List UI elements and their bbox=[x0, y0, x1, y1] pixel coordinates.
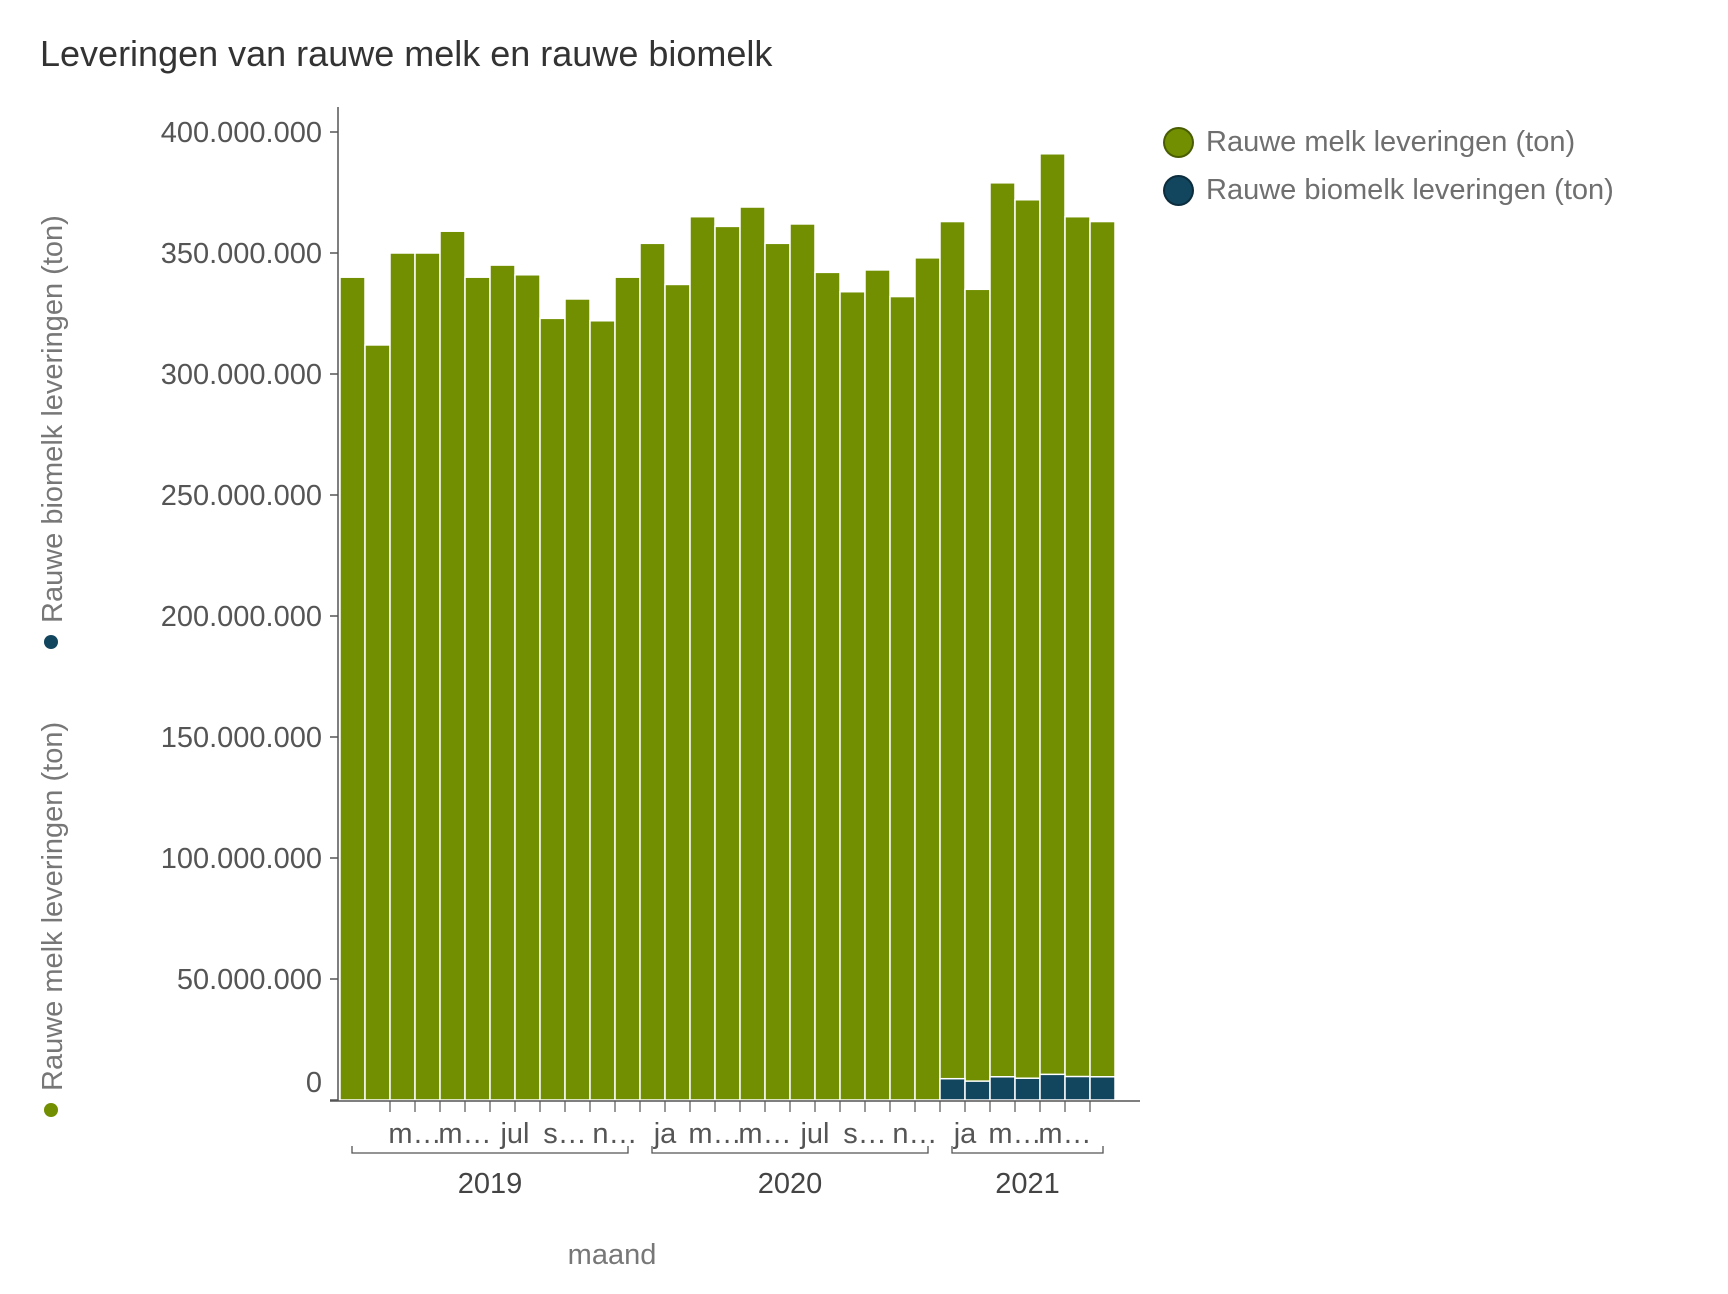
year-bracket bbox=[351, 1146, 629, 1154]
y-title-rauwe-melk: Rauwe melk leveringen (ton) bbox=[37, 722, 69, 1091]
x-month-label: m… bbox=[738, 1118, 791, 1150]
year-label-2020: 2020 bbox=[758, 1168, 823, 1200]
x-month-label: m… bbox=[988, 1118, 1041, 1150]
y-tick-label: 0 bbox=[306, 1067, 322, 1099]
bar-rauwe-melk-2021-06[interactable] bbox=[1064, 215, 1091, 1101]
legend-swatch-rauwe-biomelk bbox=[1163, 174, 1194, 206]
y-tick-label: 350.000.000 bbox=[161, 238, 322, 270]
legend-label-rauwe-melk: Rauwe melk leveringen (ton) bbox=[1206, 125, 1576, 158]
y-tick-label: 250.000.000 bbox=[161, 480, 322, 512]
bar-rauwe-melk-2021-03[interactable] bbox=[989, 182, 1016, 1101]
x-month-label: n… bbox=[892, 1118, 937, 1150]
series-rauwe-biomelk bbox=[939, 1073, 1116, 1101]
x-axis-month-labels: m…m… jul s… n… ja m…m… jul s… n… ja m…m… bbox=[388, 1101, 1092, 1150]
y-tick-label: 300.000.000 bbox=[161, 359, 322, 391]
year-bracket bbox=[651, 1146, 929, 1154]
bar-rauwe-melk-2020-09[interactable] bbox=[839, 290, 866, 1101]
x-month-label: jul bbox=[799, 1118, 829, 1150]
bar-rauwe-melk-2020-03[interactable] bbox=[689, 215, 716, 1101]
bar-rauwe-biomelk-2021-06[interactable] bbox=[1064, 1075, 1091, 1101]
bar-rauwe-biomelk-2021-01[interactable] bbox=[939, 1077, 966, 1101]
x-month-label: m… bbox=[388, 1118, 441, 1150]
legend-item-rauwe-melk[interactable]: Rauwe melk leveringen (ton) bbox=[1163, 118, 1614, 166]
y-tick-label: 150.000.000 bbox=[161, 722, 322, 754]
legend[interactable]: Rauwe melk leveringen (ton) Rauwe biomel… bbox=[1163, 118, 1614, 214]
x-month-label: n… bbox=[592, 1118, 637, 1150]
bar-rauwe-melk-2021-05[interactable] bbox=[1039, 153, 1066, 1101]
bar-rauwe-melk-2020-10[interactable] bbox=[864, 269, 891, 1101]
bar-rauwe-melk-2020-01[interactable] bbox=[639, 242, 666, 1101]
bar-rauwe-melk-2019-11[interactable] bbox=[589, 320, 616, 1101]
y-title-rauwe-biomelk: Rauwe biomelk leveringen (ton) bbox=[37, 215, 69, 623]
bar-rauwe-melk-2020-12[interactable] bbox=[914, 257, 941, 1101]
bar-rauwe-biomelk-2021-03[interactable] bbox=[989, 1076, 1016, 1101]
bar-rauwe-biomelk-2021-07[interactable] bbox=[1089, 1076, 1116, 1101]
bar-rauwe-melk-2020-04[interactable] bbox=[714, 225, 741, 1101]
bar-rauwe-melk-2019-06[interactable] bbox=[464, 276, 491, 1101]
x-month-label: m… bbox=[1038, 1118, 1091, 1150]
bar-rauwe-melk-2021-07[interactable] bbox=[1089, 220, 1116, 1101]
bar-rauwe-melk-2019-09[interactable] bbox=[539, 317, 566, 1101]
bar-rauwe-melk-2021-01[interactable] bbox=[939, 220, 966, 1101]
bar-rauwe-melk-2020-05[interactable] bbox=[739, 206, 766, 1101]
legend-swatch-rauwe-melk bbox=[1163, 126, 1194, 158]
series-rauwe-melk bbox=[339, 153, 1116, 1101]
bar-rauwe-melk-2020-07[interactable] bbox=[789, 223, 816, 1101]
x-month-label: ja bbox=[953, 1118, 977, 1150]
year-label-2019: 2019 bbox=[458, 1168, 523, 1200]
bar-rauwe-melk-2019-05[interactable] bbox=[439, 230, 466, 1101]
y-title-dot-rauwe-melk bbox=[44, 1103, 58, 1117]
bar-rauwe-melk-2019-04[interactable] bbox=[414, 252, 441, 1101]
year-bracket bbox=[951, 1146, 1104, 1154]
y-axis-title: Rauwe melk leveringen (ton) Rauwe biomelk… bbox=[37, 215, 69, 1117]
bar-rauwe-melk-2021-02[interactable] bbox=[964, 288, 991, 1101]
bar-rauwe-melk-2019-03[interactable] bbox=[389, 252, 416, 1101]
bar-rauwe-melk-2019-01[interactable] bbox=[339, 276, 366, 1101]
y-tick-label: 100.000.000 bbox=[161, 843, 322, 875]
y-tick-label: 200.000.000 bbox=[161, 601, 322, 633]
y-tick-label: 400.000.000 bbox=[161, 117, 322, 149]
bar-rauwe-melk-2019-08[interactable] bbox=[514, 274, 541, 1101]
bar-rauwe-biomelk-2021-05[interactable] bbox=[1039, 1073, 1066, 1101]
bar-rauwe-melk-2019-07[interactable] bbox=[489, 264, 516, 1101]
x-axis-title: maand bbox=[568, 1239, 657, 1271]
bar-rauwe-biomelk-2021-02[interactable] bbox=[964, 1080, 991, 1101]
bar-rauwe-melk-2020-11[interactable] bbox=[889, 295, 916, 1101]
legend-item-rauwe-biomelk[interactable]: Rauwe biomelk leveringen (ton) bbox=[1163, 166, 1614, 214]
y-tick-label: 50.000.000 bbox=[177, 964, 322, 996]
chart-title: Leveringen van rauwe melk en rauwe biome… bbox=[40, 33, 773, 74]
bar-rauwe-melk-2020-08[interactable] bbox=[814, 271, 841, 1101]
bar-rauwe-biomelk-2021-04[interactable] bbox=[1014, 1077, 1041, 1101]
legend-label-rauwe-biomelk: Rauwe biomelk leveringen (ton) bbox=[1206, 173, 1614, 206]
x-month-label: jul bbox=[499, 1118, 529, 1150]
bar-rauwe-melk-2021-04[interactable] bbox=[1014, 199, 1041, 1101]
y-title-dot-rauwe-biomelk bbox=[44, 635, 58, 649]
bar-rauwe-melk-2020-06[interactable] bbox=[764, 242, 791, 1101]
x-month-label: m… bbox=[688, 1118, 741, 1150]
bar-rauwe-melk-2019-02[interactable] bbox=[364, 344, 391, 1101]
x-month-label: ja bbox=[653, 1118, 677, 1150]
bar-rauwe-melk-2020-02[interactable] bbox=[664, 283, 691, 1101]
x-month-label: m… bbox=[438, 1118, 491, 1150]
x-axis-year-labels: 2019 2020 2021 bbox=[351, 1146, 1104, 1200]
x-month-label: s… bbox=[543, 1118, 587, 1150]
x-month-label: s… bbox=[843, 1118, 887, 1150]
year-label-2021: 2021 bbox=[995, 1168, 1060, 1200]
bar-rauwe-melk-2019-10[interactable] bbox=[564, 298, 591, 1101]
bar-rauwe-melk-2019-12[interactable] bbox=[614, 276, 641, 1101]
y-axis-ticks: 0 50.000.000 100.000.000 150.000.000 200.000… bbox=[161, 117, 338, 1101]
